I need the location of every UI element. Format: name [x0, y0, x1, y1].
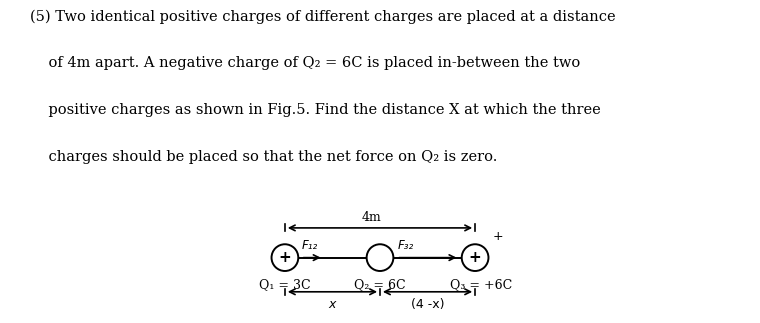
Text: (4 -x): (4 -x) — [411, 298, 445, 311]
Text: (5) Two identical positive charges of different charges are placed at a distance: (5) Two identical positive charges of di… — [30, 9, 616, 24]
Text: +: + — [493, 230, 504, 243]
Text: F₁₂: F₁₂ — [302, 239, 318, 252]
Circle shape — [366, 244, 394, 271]
Text: x: x — [329, 298, 336, 311]
Text: +: + — [278, 250, 291, 265]
Text: of 4m apart. A negative charge of Q₂ = 6C is placed in-between the two: of 4m apart. A negative charge of Q₂ = 6… — [30, 56, 581, 70]
Text: Q₁ = 3C: Q₁ = 3C — [259, 278, 311, 291]
Circle shape — [462, 244, 489, 271]
Circle shape — [271, 244, 298, 271]
Text: positive charges as shown in Fig.5. Find the distance X at which the three: positive charges as shown in Fig.5. Find… — [30, 103, 601, 117]
Text: Q₃ = +6C: Q₃ = +6C — [450, 278, 512, 291]
Text: charges should be placed so that the net force on Q₂ is zero.: charges should be placed so that the net… — [30, 150, 498, 164]
Text: 4m: 4m — [361, 211, 381, 224]
Text: +: + — [469, 250, 482, 265]
Text: F₃₂: F₃₂ — [397, 239, 414, 252]
Text: Q₂ = 6C: Q₂ = 6C — [354, 278, 406, 291]
